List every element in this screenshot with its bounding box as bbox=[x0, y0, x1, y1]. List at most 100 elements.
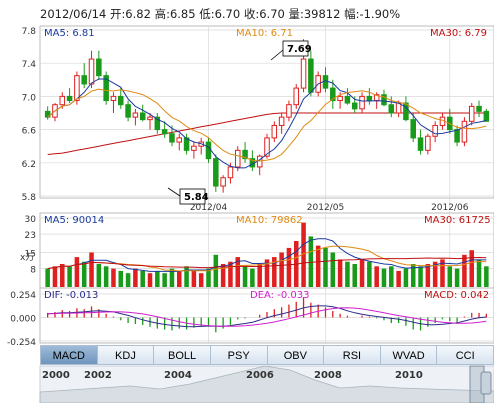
macd-dif-label: DIF: -0.013 bbox=[44, 290, 98, 301]
overview-year-label: 2004 bbox=[164, 370, 192, 381]
volume-bar bbox=[264, 259, 270, 287]
volume-bar bbox=[103, 266, 109, 287]
candle-body bbox=[183, 137, 190, 151]
candle-body bbox=[271, 124, 278, 139]
candle-body bbox=[118, 95, 124, 106]
volume-bar bbox=[301, 222, 306, 287]
high-value: 7.69 bbox=[287, 44, 312, 55]
volume-bar bbox=[220, 264, 226, 287]
volume-tick-label: 23 bbox=[25, 231, 36, 241]
dea-line bbox=[47, 307, 487, 327]
candle-body bbox=[278, 116, 285, 126]
volume-bar bbox=[235, 257, 241, 287]
candle-body bbox=[264, 137, 270, 157]
volume-bar bbox=[454, 268, 460, 287]
indicator-tabs: MACD KDJ BOLL PSY OBV RSI WVAD CCI bbox=[40, 345, 494, 365]
candle-body bbox=[96, 58, 102, 77]
candle-body bbox=[351, 102, 358, 110]
volume-bar bbox=[176, 270, 182, 287]
volume-bar bbox=[155, 270, 160, 287]
macd-value-label: MACD: 0.042 bbox=[424, 290, 489, 301]
overview-year-label: 2000 bbox=[42, 370, 70, 381]
volume-bar bbox=[184, 266, 189, 287]
candle-body bbox=[74, 75, 80, 102]
volume-bar bbox=[396, 270, 401, 287]
volume-bar bbox=[418, 266, 423, 287]
candle-body bbox=[359, 95, 365, 110]
candle-body bbox=[169, 133, 175, 143]
date-tick-label: 2012/05 bbox=[307, 203, 344, 213]
candle-body bbox=[300, 58, 307, 89]
candle-body bbox=[205, 141, 212, 160]
macd-tick-label: 0.254 bbox=[10, 291, 36, 301]
price-ma10-label: MA10: 6.71 bbox=[236, 28, 293, 39]
volume-bar bbox=[206, 268, 211, 287]
volume-bar bbox=[403, 268, 409, 287]
volume-bar bbox=[432, 261, 438, 287]
tab-boll[interactable]: BOLL bbox=[154, 345, 211, 365]
overview-year-label: 2006 bbox=[246, 370, 274, 381]
tab-psy[interactable]: PSY bbox=[210, 345, 268, 365]
volume-bar bbox=[118, 270, 124, 287]
date-tick-label: 2012/04 bbox=[190, 203, 228, 213]
tab-macd[interactable]: MACD bbox=[40, 345, 98, 365]
candle-body bbox=[227, 166, 234, 179]
candle-body bbox=[66, 95, 73, 102]
quote-header: 2012/06/14 开:6.82 高:6.85 低:6.70 收:6.70 量… bbox=[40, 7, 401, 21]
candle-body bbox=[366, 95, 373, 102]
candle-body bbox=[293, 87, 300, 106]
price-tick-label: 5.8 bbox=[22, 193, 37, 203]
candle-body bbox=[432, 124, 438, 137]
ma10-line bbox=[47, 88, 487, 162]
volume-bar bbox=[60, 264, 65, 287]
volume-bar bbox=[147, 273, 153, 287]
volume-bar bbox=[425, 264, 431, 287]
price-tick-label: 6.2 bbox=[22, 160, 36, 170]
volume-bar bbox=[374, 266, 379, 287]
candle-body bbox=[81, 75, 87, 85]
volume-bar bbox=[74, 257, 80, 287]
candle-body bbox=[344, 95, 351, 104]
candle-body bbox=[337, 95, 343, 102]
price-tick-label: 6.6 bbox=[22, 127, 37, 137]
tab-kdj[interactable]: KDJ bbox=[97, 345, 155, 365]
volume-bar bbox=[250, 268, 255, 287]
volume-bar bbox=[213, 254, 219, 287]
candle-body bbox=[132, 112, 139, 118]
volume-bar bbox=[228, 261, 233, 287]
price-ma30-label: MA30: 6.79 bbox=[430, 28, 487, 39]
low-callout: 5.84 bbox=[167, 187, 209, 205]
volume-bar bbox=[45, 268, 50, 287]
volume-bar bbox=[242, 266, 248, 287]
overview-handle[interactable] bbox=[480, 371, 492, 395]
low-value: 5.84 bbox=[184, 192, 209, 203]
tab-wvad[interactable]: WVAD bbox=[380, 345, 438, 365]
volume-bar bbox=[359, 259, 365, 287]
volume-bar bbox=[345, 261, 350, 287]
volume-bar bbox=[352, 264, 358, 287]
volume-bar bbox=[191, 270, 197, 287]
macd-tick-label: -0.254 bbox=[7, 338, 36, 348]
vol-ma10-label: MA10: 79862 bbox=[236, 215, 303, 226]
tab-cci[interactable]: CCI bbox=[437, 345, 494, 365]
candle-body bbox=[176, 137, 183, 143]
tab-rsi[interactable]: RSI bbox=[324, 345, 381, 365]
candle-body bbox=[468, 105, 475, 122]
candle-body bbox=[286, 104, 292, 118]
candle-body bbox=[88, 58, 95, 85]
candle-body bbox=[103, 75, 109, 102]
candle-body bbox=[322, 75, 329, 89]
overview-year-label: 2008 bbox=[314, 370, 342, 381]
volume-bar bbox=[81, 261, 87, 287]
volume-bar bbox=[330, 252, 336, 287]
date-tick-label: 2012/06 bbox=[431, 203, 469, 213]
vol-ma5-label: MA5: 90014 bbox=[44, 215, 104, 226]
volume-bar bbox=[389, 266, 394, 287]
volume-bar bbox=[410, 264, 416, 287]
candle-body bbox=[425, 135, 431, 151]
tab-obv[interactable]: OBV bbox=[267, 345, 325, 365]
candle-body bbox=[454, 129, 460, 143]
volume-bar bbox=[140, 270, 145, 287]
price-tick-label: 7.0 bbox=[22, 93, 37, 103]
